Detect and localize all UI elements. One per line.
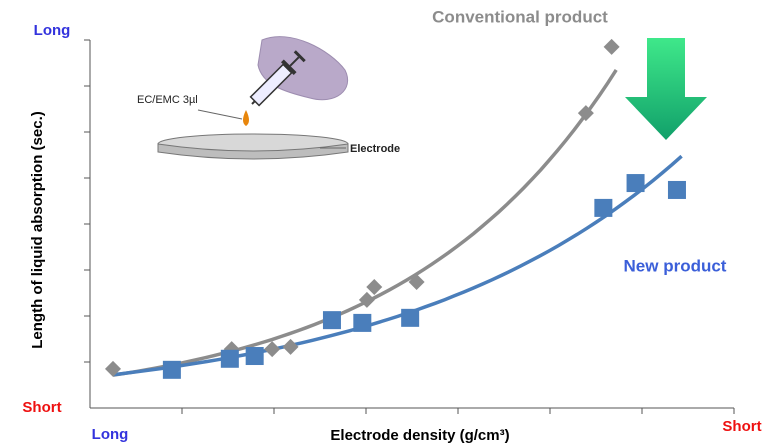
point <box>401 308 420 327</box>
y-top-label: Long <box>34 22 71 39</box>
point <box>162 360 181 379</box>
point <box>264 341 281 358</box>
y-axis-title: Length of liquid absorption (sec.) <box>29 111 46 349</box>
point <box>245 347 264 366</box>
point <box>282 338 299 355</box>
point <box>353 313 372 332</box>
x-end-label: Short <box>722 418 761 435</box>
point <box>626 174 645 193</box>
point <box>220 349 239 368</box>
improvement-arrow <box>625 38 707 140</box>
x-axis-title: Electrode density (g/cm³) <box>330 427 509 444</box>
annotation: Electrode <box>350 143 400 155</box>
point <box>322 311 341 330</box>
point <box>603 38 620 55</box>
point <box>667 180 686 199</box>
point <box>366 279 383 296</box>
annotation: EC/EMC 3µl <box>137 94 198 106</box>
point <box>577 105 594 122</box>
illustration <box>157 36 349 160</box>
series-label: New product <box>624 256 727 275</box>
series-label: Conventional product <box>432 7 608 26</box>
point <box>105 360 121 377</box>
point <box>358 291 375 308</box>
x-start-label: Long <box>92 426 129 443</box>
y-bottom-label: Short <box>22 399 61 416</box>
point <box>594 198 613 217</box>
trend-line <box>112 154 683 377</box>
point <box>408 273 425 290</box>
